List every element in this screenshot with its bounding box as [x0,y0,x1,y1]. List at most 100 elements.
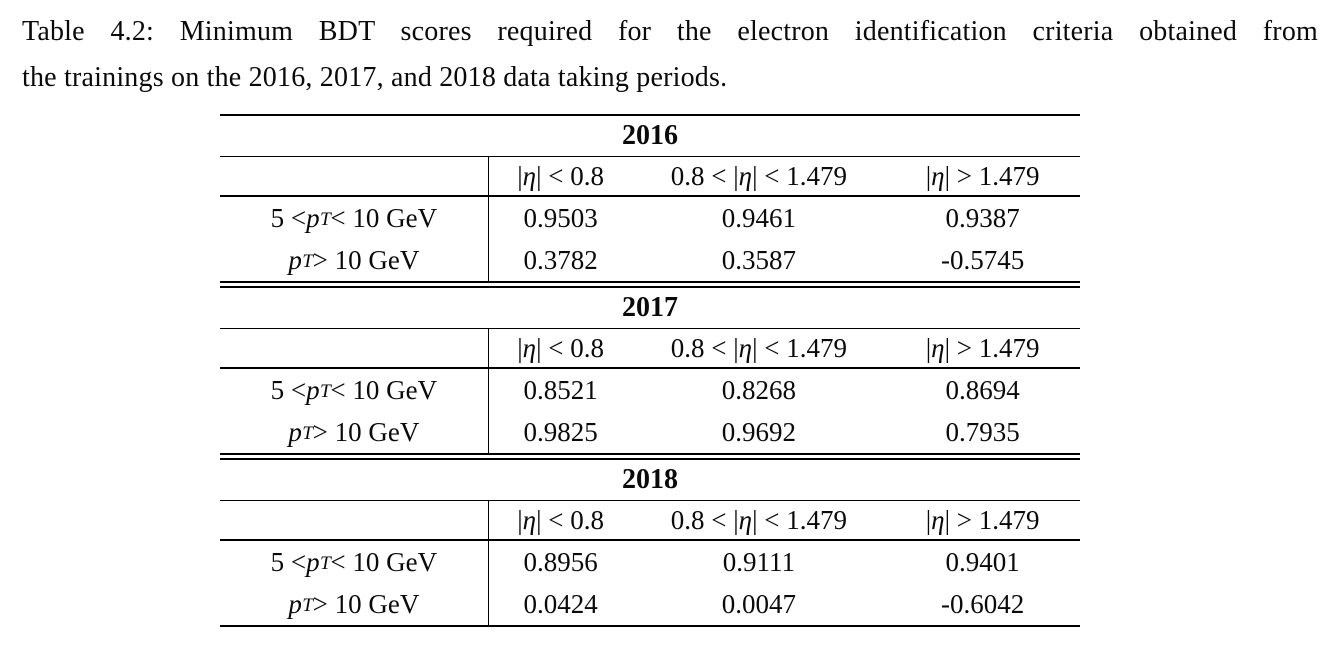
eta-symbol: η [522,332,537,363]
pt-symbol: p [288,416,302,447]
eta-header-row: |η| < 0.8 0.8 < |η| < 1.479 |η| > 1.479 [220,157,1080,195]
eta-symbol: η [522,504,537,535]
header-text: | [517,504,523,535]
header-text: | > 1.479 [944,504,1040,535]
header-text: | < 0.8 [536,160,604,191]
header-text: | [925,332,932,363]
pt-symbol: p [288,588,302,619]
eta-symbol: η [738,504,753,535]
bdt-score-cell: 0.9503 [523,202,598,233]
eta-symbol: η [931,504,945,535]
eta-header-cell: |η| < 0.8 [489,333,633,364]
horizontal-rule [220,114,1080,116]
bdt-score-cell: -0.5745 [940,244,1025,275]
bdt-score-cell: -0.6042 [940,588,1025,619]
caption-line-2: the trainings on the 2016, 2017, and 201… [22,62,728,93]
eta-symbol: η [738,160,753,191]
eta-symbol: η [522,160,537,191]
pt-symbol: p [306,546,320,577]
eta-symbol: η [738,332,753,363]
header-text: | < 1.479 [752,332,847,363]
period-section-2017: 2017 |η| < 0.8 0.8 < |η| < 1.479 |η| > 1… [220,286,1080,455]
horizontal-rule [220,367,1080,369]
horizontal-rule [220,156,1080,157]
pt-symbol: p [306,202,320,233]
caption-line-1: Table 4.2: Minimum BDT scores required f… [22,16,1318,47]
eta-header-cell: |η| > 1.479 [885,505,1080,536]
table-caption: Table 4.2: Minimum BDT scores required f… [22,9,1318,101]
label-text: > 10 GeV [312,588,420,619]
bdt-score-cell: 0.8694 [945,374,1020,405]
bdt-score-cell: 0.9111 [722,546,795,577]
eta-header-row: |η| < 0.8 0.8 < |η| < 1.479 |η| > 1.479 [220,329,1080,367]
bdt-score-cell: 0.9401 [945,546,1020,577]
period-title: 2018 [622,464,678,495]
bdt-score-cell: 0.8268 [721,374,796,405]
empty-corner-cell [220,501,489,539]
bdt-score-cell: 0.8956 [523,546,598,577]
header-text: | [925,504,932,535]
header-text: 0.8 < | [670,160,739,191]
header-text: | > 1.479 [944,160,1040,191]
eta-header-cell: |η| < 0.8 [489,161,633,192]
horizontal-rule [220,625,1080,627]
header-text: 0.8 < | [670,504,739,535]
horizontal-rule [220,539,1080,541]
header-text: | > 1.479 [944,332,1040,363]
bdt-score-cell: 0.3587 [721,244,796,275]
pt-symbol: p [288,244,302,275]
period-section-2018: 2018 |η| < 0.8 0.8 < |η| < 1.479 |η| > 1… [220,458,1080,627]
bdt-score-cell: 0.0047 [721,588,796,619]
bdt-scores-table: 2016 |η| < 0.8 0.8 < |η| < 1.479 |η| > 1… [220,114,1080,627]
bdt-score-cell: 0.9461 [721,202,796,233]
empty-corner-cell [220,329,489,367]
eta-header-cell: 0.8 < |η| < 1.479 [633,161,886,192]
header-text: | [925,160,932,191]
horizontal-rule [220,328,1080,329]
header-text: | [517,160,523,191]
period-section-2016: 2016 |η| < 0.8 0.8 < |η| < 1.479 |η| > 1… [220,114,1080,283]
header-text: | < 0.8 [536,332,604,363]
horizontal-rule [220,458,1080,460]
horizontal-rule [220,286,1080,288]
eta-header-row: |η| < 0.8 0.8 < |η| < 1.479 |η| > 1.479 [220,501,1080,539]
horizontal-rule [220,500,1080,501]
eta-header-cell: |η| > 1.479 [885,161,1080,192]
bdt-score-cell: 0.9387 [945,202,1020,233]
label-text: 5 < [270,202,307,233]
label-text: < 10 GeV [330,202,438,233]
eta-symbol: η [931,332,945,363]
label-text: > 10 GeV [312,416,420,447]
bdt-score-cell: 0.9825 [523,416,598,447]
empty-corner-cell [220,157,489,195]
eta-header-cell: 0.8 < |η| < 1.479 [633,505,886,536]
header-text: 0.8 < | [670,332,739,363]
eta-header-cell: |η| > 1.479 [885,333,1080,364]
eta-symbol: η [931,160,945,191]
label-text: < 10 GeV [330,374,438,405]
header-text: | < 0.8 [536,504,604,535]
period-title: 2016 [622,120,678,151]
label-text: > 10 GeV [312,244,420,275]
bdt-score-cell: 0.8521 [523,374,598,405]
bdt-score-cell: 0.9692 [721,416,796,447]
header-text: | < 1.479 [752,160,847,191]
horizontal-rule [220,195,1080,197]
label-text: < 10 GeV [330,546,438,577]
horizontal-rule [220,453,1080,455]
eta-header-cell: 0.8 < |η| < 1.479 [633,333,886,364]
label-text: 5 < [270,546,307,577]
bdt-score-cell: 0.7935 [945,416,1020,447]
bdt-score-cell: 0.0424 [523,588,598,619]
